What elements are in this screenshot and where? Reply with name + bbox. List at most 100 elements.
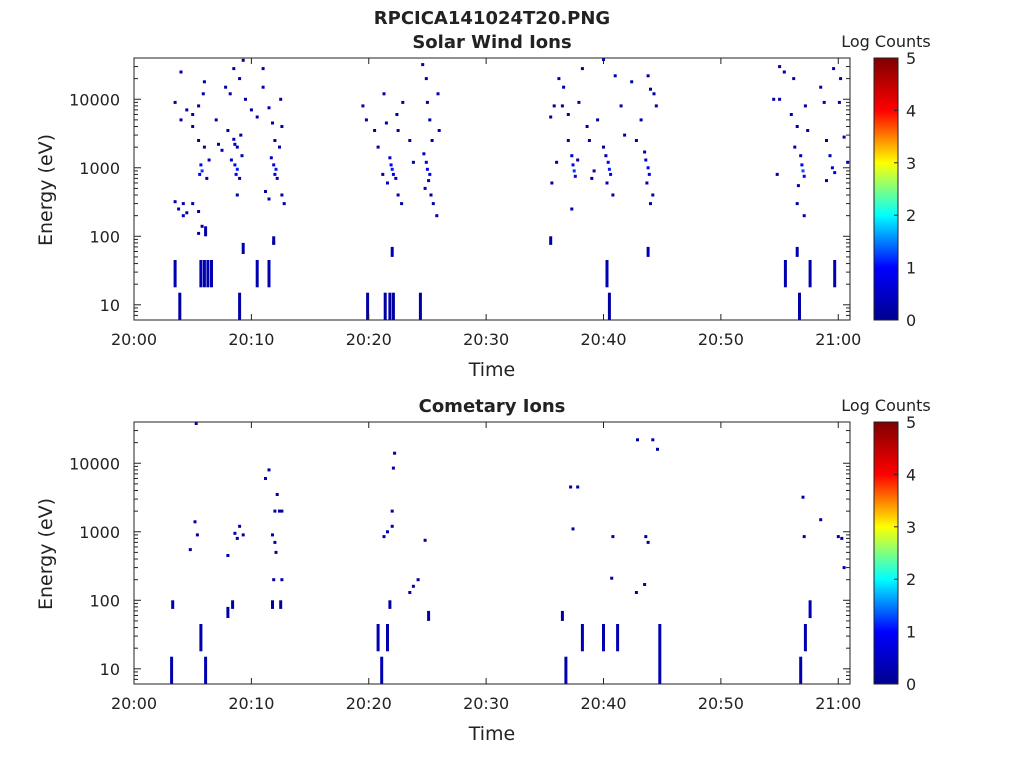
data-point <box>177 207 181 211</box>
data-point <box>607 167 611 171</box>
data-point <box>639 118 643 122</box>
data-point <box>576 485 580 489</box>
data-point <box>239 133 243 137</box>
data-point <box>416 578 420 582</box>
data-streak <box>255 260 259 288</box>
data-point <box>373 129 377 132</box>
data-point <box>795 202 799 206</box>
data-point <box>623 133 627 137</box>
data-point <box>408 591 412 594</box>
data-point <box>602 145 605 149</box>
data-point <box>837 100 841 104</box>
data-point <box>436 92 440 96</box>
panel-title: Solar Wind Ions <box>412 32 571 53</box>
data-streak <box>376 624 380 652</box>
data-point <box>634 139 638 142</box>
data-point <box>604 154 608 158</box>
colorbar-label: Log Counts <box>841 396 931 415</box>
data-point <box>571 163 575 167</box>
data-point <box>280 509 284 513</box>
data-streak <box>206 260 210 288</box>
data-point <box>646 74 650 78</box>
data-streak <box>833 260 837 288</box>
data-point <box>191 113 195 116</box>
data-point <box>611 535 615 539</box>
data-point <box>429 193 433 197</box>
data-point <box>382 92 386 96</box>
data-point <box>605 181 609 185</box>
data-point <box>271 533 274 537</box>
data-streak <box>380 656 384 684</box>
data-point <box>220 148 224 152</box>
x-tick-label: 20:30 <box>463 694 509 713</box>
data-point <box>649 202 652 206</box>
colorbar-label: Log Counts <box>841 32 931 51</box>
data-point <box>437 129 441 132</box>
data-point <box>647 172 651 176</box>
data-point <box>235 193 239 197</box>
data-streak <box>383 292 387 320</box>
data-streak <box>170 656 174 684</box>
panel-title: Cometary Ions <box>419 396 566 417</box>
data-point <box>630 80 634 84</box>
data-streak <box>646 246 650 257</box>
data-point <box>214 118 218 122</box>
data-point <box>401 100 405 104</box>
data-point <box>202 145 206 149</box>
data-point <box>428 118 432 122</box>
data-point <box>267 468 271 472</box>
data-point <box>793 145 797 149</box>
data-point <box>244 97 247 101</box>
data-streak <box>279 600 283 609</box>
colorbar-tick-label: 1 <box>906 623 916 642</box>
data-point <box>238 77 242 81</box>
data-point <box>570 207 574 211</box>
data-point <box>430 139 434 142</box>
data-point <box>249 108 253 112</box>
data-point <box>264 190 267 193</box>
data-point <box>408 139 412 142</box>
data-point <box>191 202 195 206</box>
data-point <box>800 163 804 167</box>
data-point <box>560 104 564 108</box>
data-point <box>395 113 399 116</box>
data-point <box>828 154 832 158</box>
data-point <box>636 438 639 442</box>
data-point <box>261 67 265 71</box>
data-point <box>280 193 284 197</box>
data-point <box>179 118 183 122</box>
data-streak <box>549 236 553 245</box>
data-point <box>557 77 561 81</box>
data-point <box>421 63 425 67</box>
data-streak <box>560 610 564 621</box>
data-point <box>234 172 238 176</box>
data-point <box>644 535 648 539</box>
data-point <box>280 125 284 128</box>
data-point <box>390 167 394 171</box>
data-point <box>656 447 659 451</box>
data-streak <box>199 260 203 288</box>
data-point <box>197 210 201 213</box>
data-point <box>232 137 236 141</box>
data-point <box>411 160 415 164</box>
data-point <box>550 181 554 185</box>
data-point <box>241 533 245 537</box>
data-point <box>396 193 400 197</box>
data-point <box>238 524 242 528</box>
data-point <box>569 485 573 489</box>
data-point <box>778 65 782 69</box>
data-streak <box>173 260 177 288</box>
data-point <box>197 231 201 235</box>
data-point <box>384 121 388 125</box>
data-streak <box>580 624 584 652</box>
data-point <box>267 106 271 110</box>
data-point <box>386 530 389 534</box>
colorbar-tick-label: 4 <box>906 465 916 484</box>
data-streak <box>783 260 787 288</box>
data-point <box>400 202 404 206</box>
data-point <box>651 438 655 442</box>
data-point <box>273 540 277 544</box>
data-point <box>271 121 274 125</box>
data-point <box>388 156 392 160</box>
data-point <box>193 520 197 524</box>
